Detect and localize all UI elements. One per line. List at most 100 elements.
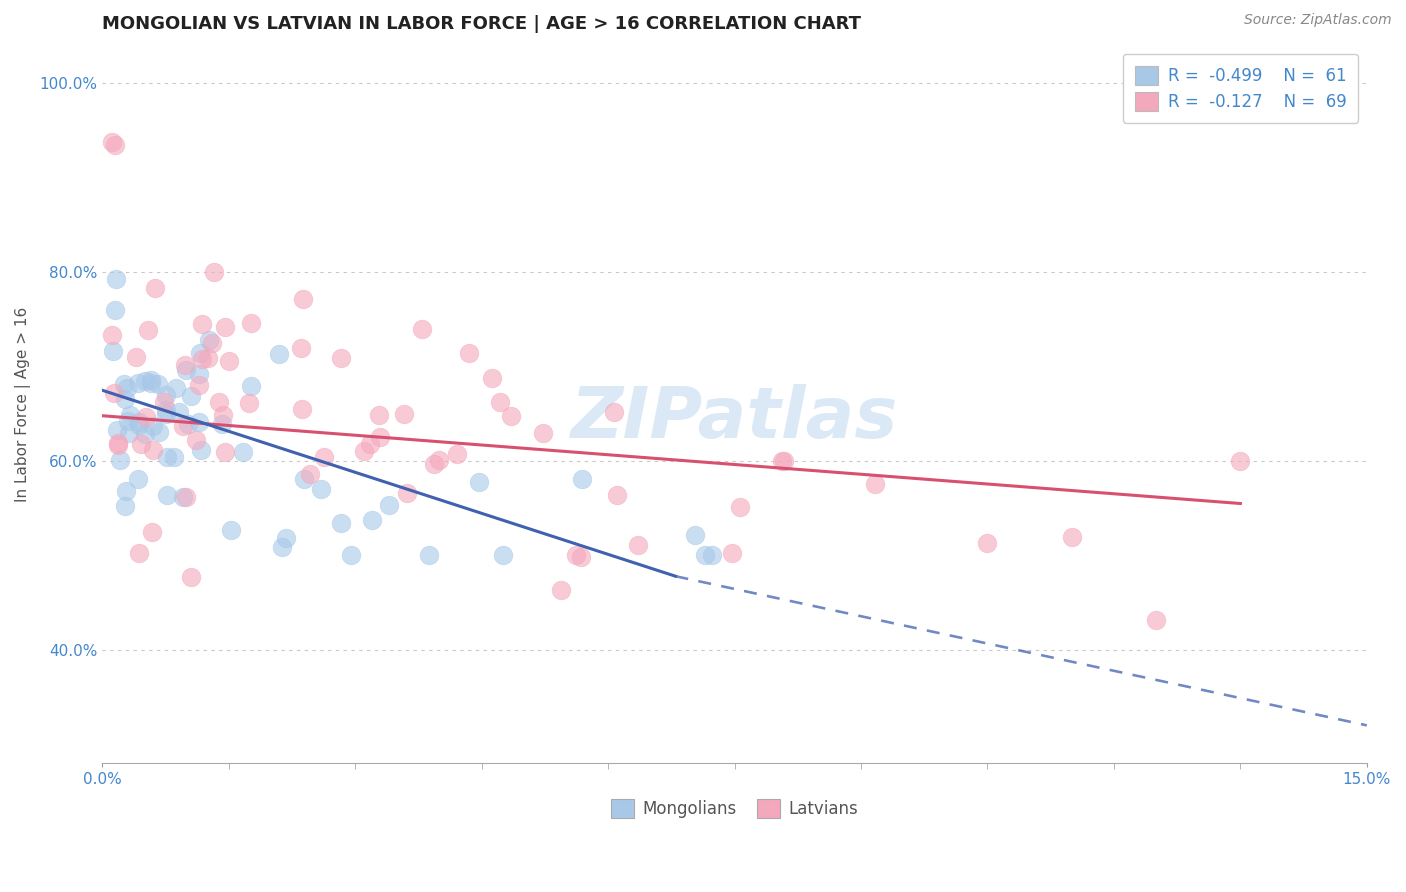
Point: [128, 546, 150, 560]
Point: [271, 540, 294, 554]
Point: [100, 327, 122, 342]
Point: [457, 346, 479, 360]
Point: [1060, 530, 1083, 544]
Point: [139, 374, 162, 388]
Point: [174, 363, 197, 377]
Point: [114, 392, 136, 407]
Point: [314, 450, 336, 464]
Point: [863, 476, 886, 491]
Point: [368, 408, 391, 422]
Point: [191, 317, 214, 331]
Point: [172, 419, 194, 434]
Point: [174, 359, 197, 373]
Point: [108, 452, 131, 467]
Point: [134, 374, 156, 388]
Point: [339, 549, 361, 563]
Point: [218, 354, 240, 368]
Point: [176, 490, 198, 504]
Point: [467, 475, 489, 489]
Point: [299, 467, 322, 481]
Point: [239, 379, 262, 393]
Point: [128, 417, 150, 432]
Point: [118, 426, 141, 441]
Y-axis label: In Labor Force | Age > 16: In Labor Force | Age > 16: [15, 307, 31, 502]
Point: [197, 333, 219, 347]
Point: [418, 549, 440, 563]
Point: [163, 450, 186, 464]
Point: [359, 436, 381, 450]
Point: [156, 450, 179, 464]
Point: [240, 317, 263, 331]
Point: [565, 548, 588, 562]
Point: [180, 570, 202, 584]
Point: [142, 419, 165, 434]
Point: [603, 405, 626, 419]
Point: [396, 486, 419, 500]
Point: [120, 408, 142, 422]
Point: [292, 472, 315, 486]
Point: [136, 323, 159, 337]
Point: [423, 457, 446, 471]
Point: [156, 488, 179, 502]
Point: [104, 302, 127, 317]
Point: [773, 454, 796, 468]
Point: [267, 347, 290, 361]
Point: [127, 473, 149, 487]
Point: [155, 388, 177, 402]
Point: [693, 549, 716, 563]
Point: [728, 500, 751, 514]
Point: [491, 549, 513, 563]
Point: [368, 430, 391, 444]
Point: [211, 409, 233, 423]
Point: [155, 407, 177, 421]
Point: [411, 322, 433, 336]
Point: [191, 351, 214, 366]
Point: [125, 350, 148, 364]
Point: [488, 395, 510, 409]
Point: [104, 138, 127, 153]
Point: [202, 265, 225, 279]
Point: [770, 454, 793, 468]
Point: [114, 500, 136, 514]
Point: [127, 376, 149, 390]
Point: [330, 516, 353, 530]
Point: [177, 417, 200, 431]
Point: [197, 351, 219, 365]
Point: [290, 402, 312, 417]
Point: [627, 538, 650, 552]
Point: [117, 381, 139, 395]
Point: [100, 136, 122, 150]
Point: [190, 443, 212, 458]
Point: [238, 396, 260, 410]
Point: [606, 488, 628, 502]
Point: [221, 523, 243, 537]
Point: [481, 371, 503, 385]
Point: [141, 376, 163, 391]
Point: [214, 444, 236, 458]
Point: [211, 417, 233, 431]
Point: [153, 395, 176, 409]
Point: [569, 550, 592, 565]
Text: Source: ZipAtlas.com: Source: ZipAtlas.com: [1244, 13, 1392, 28]
Point: [499, 409, 522, 423]
Point: [309, 482, 332, 496]
Point: [142, 442, 165, 457]
Point: [683, 527, 706, 541]
Point: [187, 415, 209, 429]
Point: [208, 395, 231, 409]
Point: [115, 483, 138, 498]
Point: [427, 453, 450, 467]
Point: [292, 292, 315, 306]
Point: [165, 381, 187, 395]
Point: [101, 343, 124, 358]
Point: [187, 378, 209, 392]
Point: [141, 525, 163, 540]
Point: [188, 345, 211, 359]
Point: [117, 414, 139, 428]
Legend: Mongolians, Latvians: Mongolians, Latvians: [603, 790, 866, 827]
Point: [135, 410, 157, 425]
Point: [1229, 454, 1251, 468]
Text: ZIPatlas: ZIPatlas: [571, 384, 898, 453]
Point: [531, 426, 554, 441]
Point: [107, 436, 129, 450]
